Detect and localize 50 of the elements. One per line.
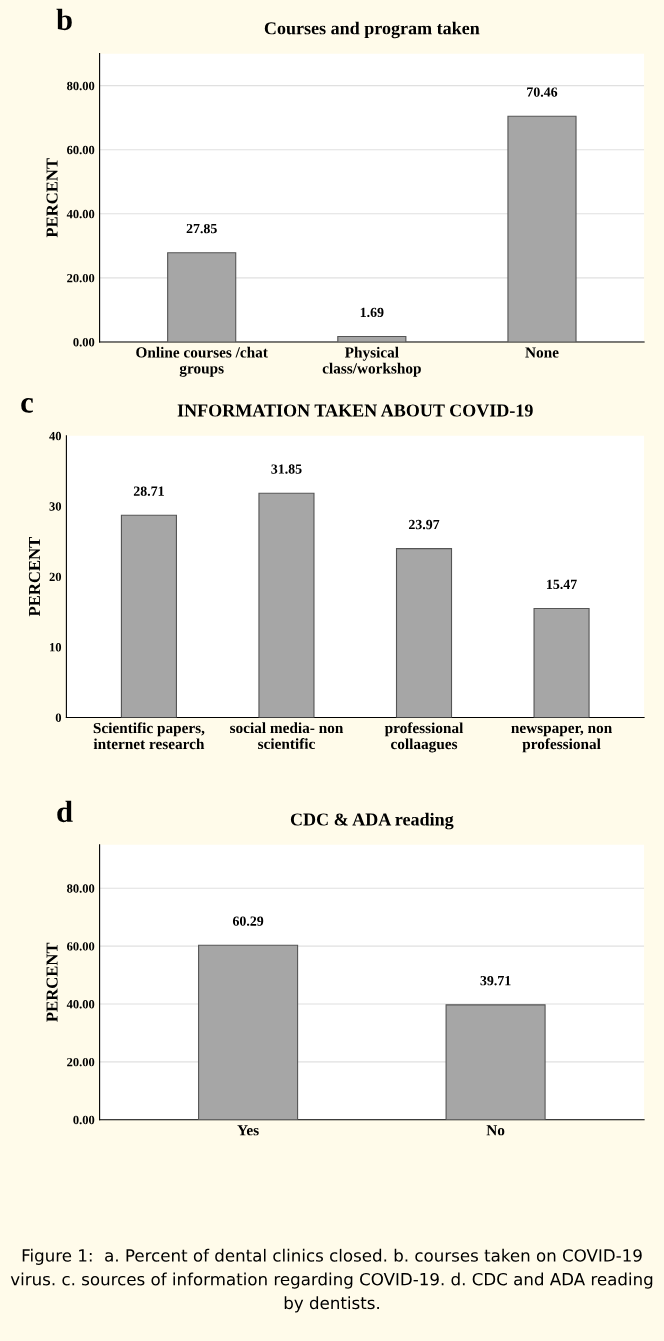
bar bbox=[533, 607, 590, 718]
y-tick-label: 0.00 bbox=[73, 337, 95, 347]
bar bbox=[337, 335, 407, 342]
data-label: 39.71 bbox=[480, 976, 511, 986]
text: c bbox=[21, 398, 33, 413]
y-tick-label: 80.00 bbox=[67, 884, 95, 893]
y-tick-label: 40 bbox=[49, 431, 62, 441]
chart-title: Courses and program taken bbox=[264, 21, 480, 39]
text: d bbox=[57, 800, 73, 823]
x-tick-label: Physical class/workshop bbox=[322, 346, 421, 377]
x-tick-label: social media- non scientific bbox=[230, 722, 344, 750]
x-tick-label: Scientific papers, internet research bbox=[93, 722, 205, 750]
x-tick-label: Online courses /chat groups bbox=[136, 346, 268, 377]
y-tick-label: 60.00 bbox=[67, 145, 95, 155]
y-tick-label: 20 bbox=[49, 572, 62, 582]
x-tick-label: Yes bbox=[237, 1125, 259, 1136]
bar bbox=[167, 252, 237, 342]
y-tick-label: 40.00 bbox=[66, 209, 95, 219]
bar bbox=[120, 514, 177, 718]
data-label: 1.69 bbox=[360, 307, 384, 318]
data-label: 60.29 bbox=[232, 916, 264, 926]
y-tick-label: 20.00 bbox=[67, 273, 95, 283]
bar bbox=[258, 492, 315, 718]
bar bbox=[507, 115, 577, 342]
data-label: 15.47 bbox=[547, 579, 577, 590]
y-tick-label: 30 bbox=[49, 502, 62, 511]
data-label: 27.85 bbox=[186, 223, 217, 234]
y-tick-label: 60.00 bbox=[67, 942, 95, 951]
text: b bbox=[56, 8, 72, 31]
x-tick-label: No bbox=[486, 1125, 505, 1136]
chart-title: INFORMATION TAKEN ABOUT COVID-19 bbox=[177, 404, 533, 417]
caption: Figure 1: a. Percent of dental clinics closed. b. courses taken on COVID-19 virus. c. sources of information regarding COVID-19. d. CDC and ADA reading by dentists. bbox=[10, 1248, 653, 1313]
x-tick-label: None bbox=[525, 347, 559, 358]
y-tick-label: 80.00 bbox=[67, 81, 95, 91]
data-label: 28.71 bbox=[133, 486, 164, 496]
bar bbox=[395, 548, 453, 718]
y-tick-label: 20.00 bbox=[67, 1057, 95, 1067]
y-axis-title: PERCENT bbox=[28, 537, 41, 617]
y-tick-label: 10 bbox=[50, 643, 62, 652]
y-axis-title: PERCENT bbox=[46, 158, 58, 238]
y-axis-title: PERCENT bbox=[46, 942, 58, 1022]
x-tick-label: newspaper, non professional bbox=[511, 725, 612, 753]
data-label: 70.46 bbox=[527, 87, 558, 97]
x-tick-label: professional collaagues bbox=[384, 722, 464, 753]
y-tick-label: 0.00 bbox=[73, 1115, 95, 1125]
chart-title: CDC & ADA reading bbox=[290, 812, 454, 830]
y-tick-label: 40.00 bbox=[66, 1000, 95, 1009]
y-tick-label: 0 bbox=[55, 713, 62, 722]
data-label: 23.97 bbox=[408, 519, 440, 530]
data-label: 31.85 bbox=[271, 464, 302, 474]
